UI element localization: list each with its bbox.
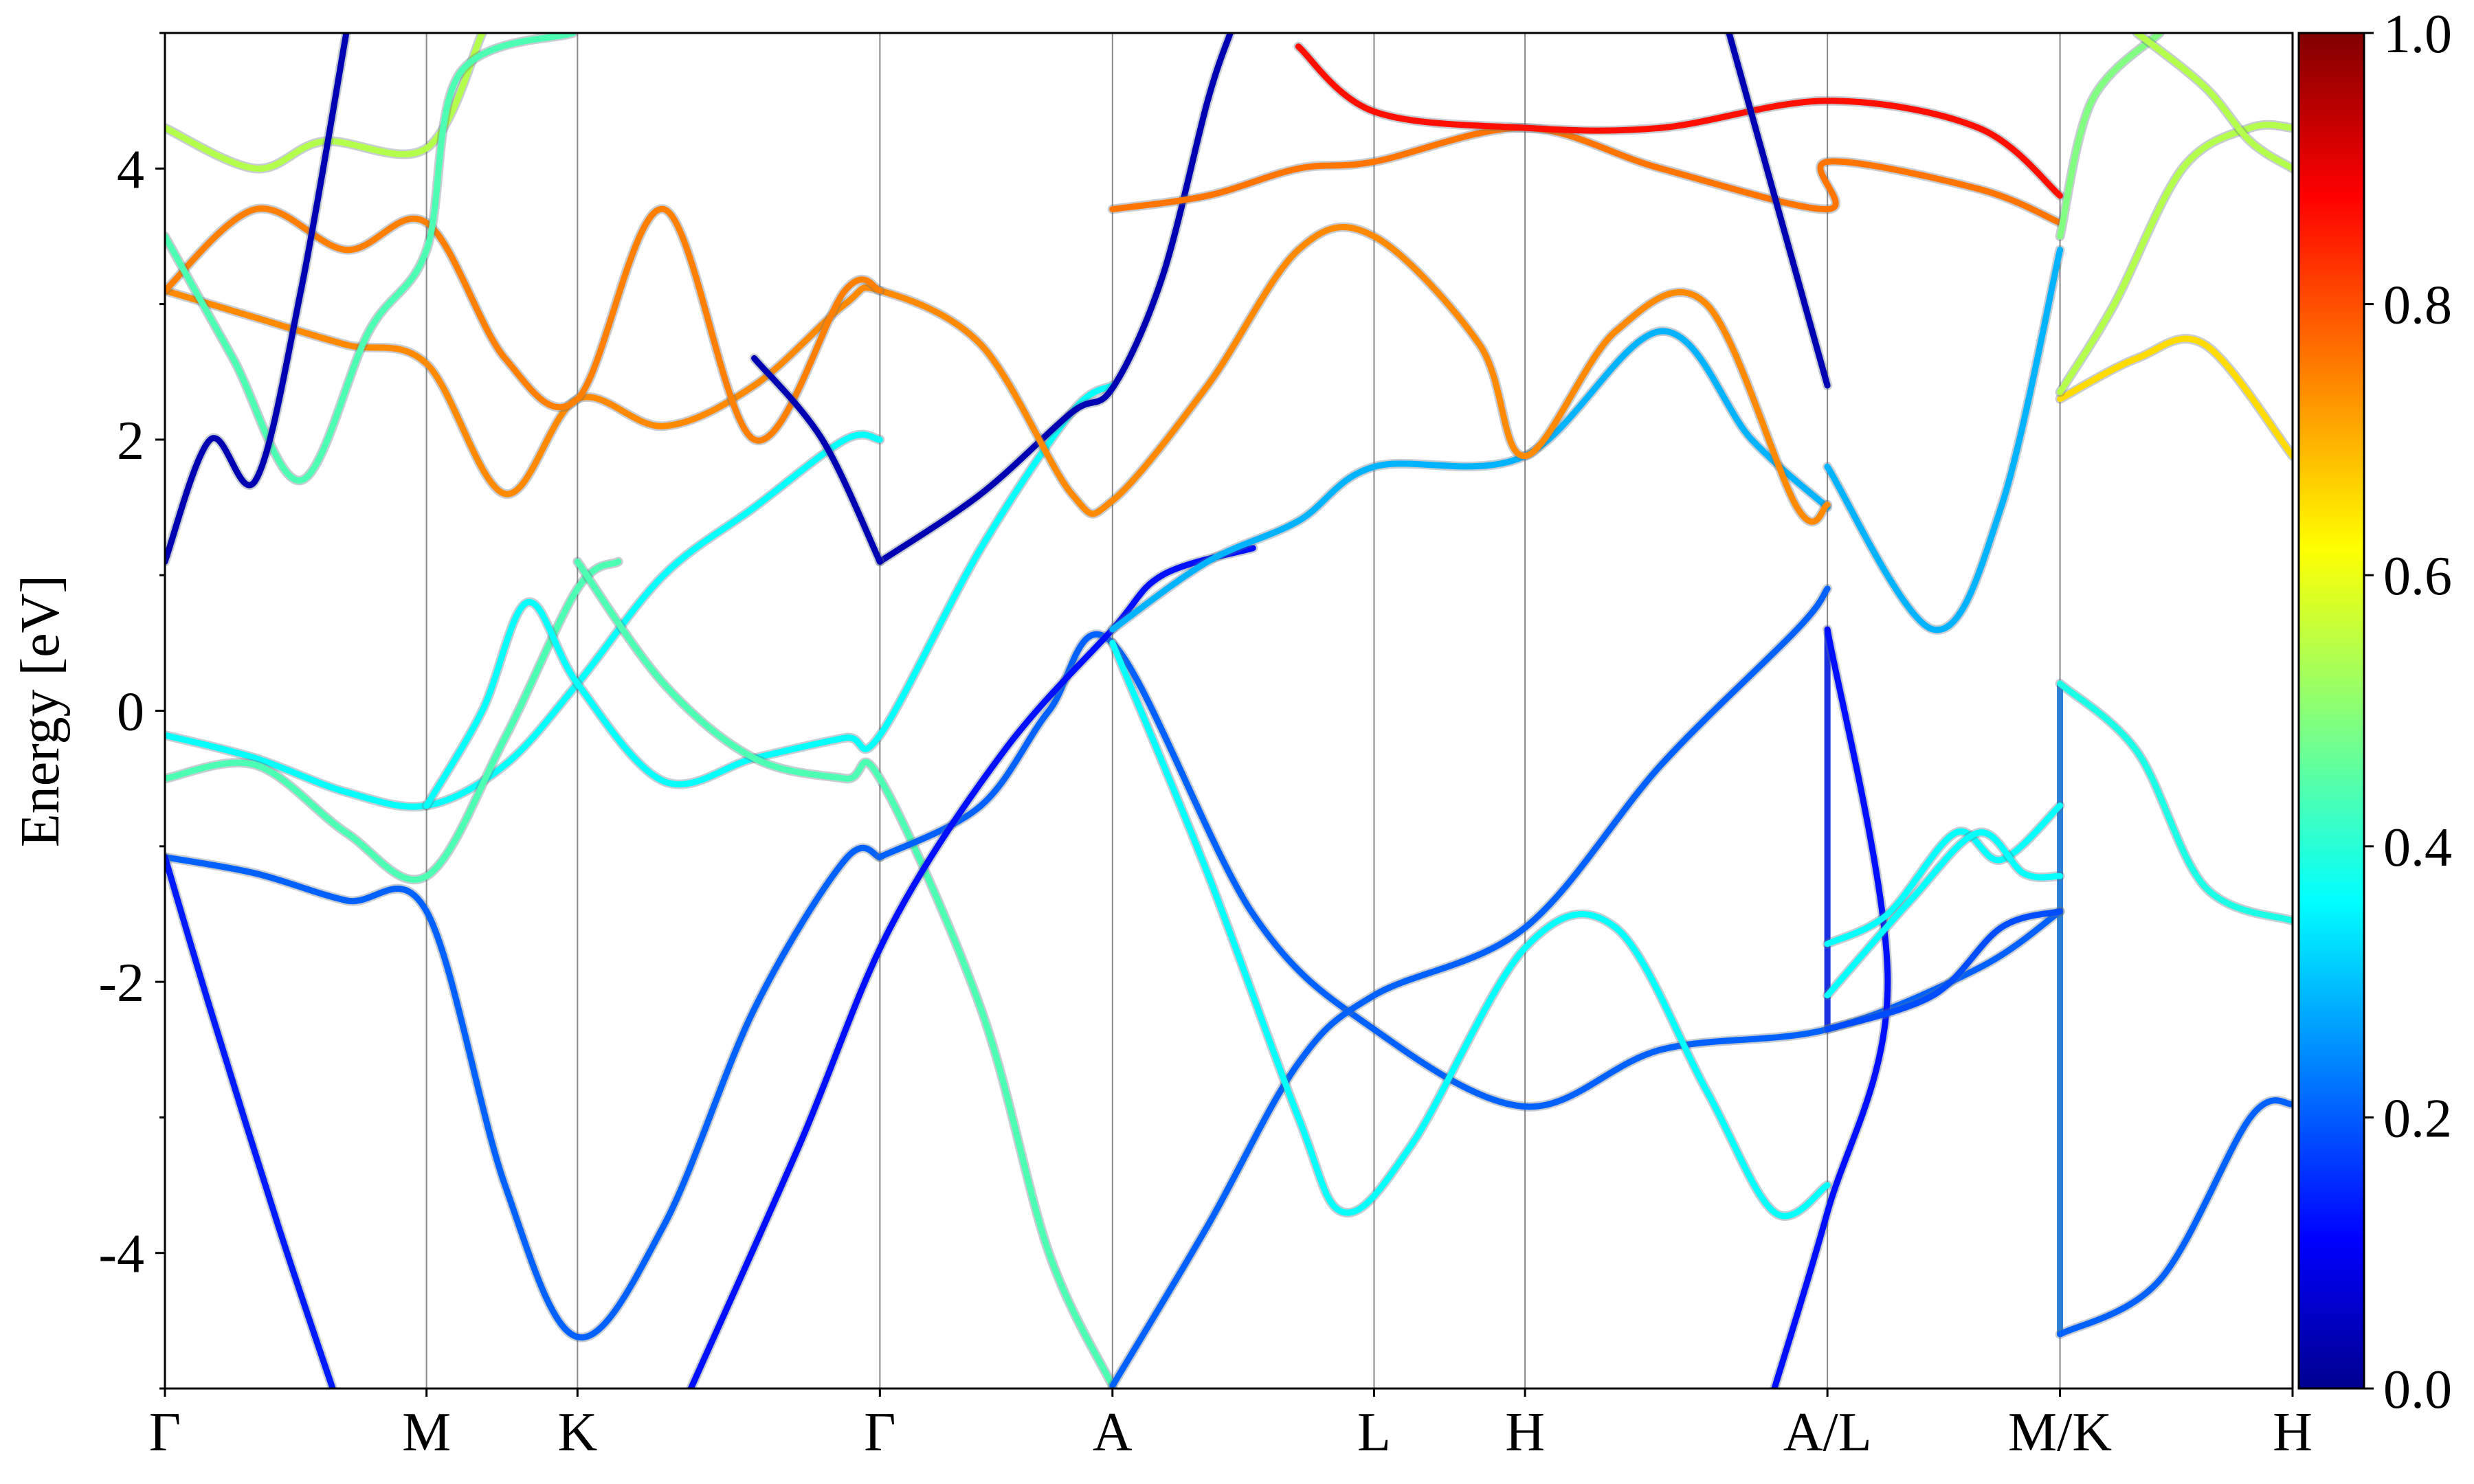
x-tick-label: M/K: [2008, 1402, 2112, 1463]
band-line: [574, 559, 1116, 1389]
band-line: [2057, 335, 2293, 460]
band-line: [1771, 626, 1891, 1389]
x-tick-label: H: [1505, 1402, 1545, 1463]
x-tick-label: Γ: [864, 1402, 895, 1463]
x-tick-label: K: [557, 1402, 597, 1463]
band-line: [165, 431, 883, 810]
band-line-outline: [2055, 1095, 2293, 1340]
high-symmetry-lines: [425, 33, 2061, 1389]
colorbar-tick-label: 0.2: [2383, 1088, 2452, 1149]
y-tick-label: -2: [98, 953, 144, 1013]
band-line: [687, 545, 1256, 1389]
y-tick-label: 4: [117, 139, 144, 200]
band-lines: [165, 33, 2293, 1389]
band-line-outline: [2055, 679, 2293, 926]
band-line-outline: [1107, 638, 1833, 1221]
band-line: [1295, 43, 2064, 199]
x-tick-label: A/L: [1783, 1402, 1872, 1463]
band-line: [165, 205, 883, 444]
band-line: [165, 33, 577, 484]
band-line: [876, 33, 1234, 565]
colorbar-gradient: [2297, 32, 2365, 1390]
band-line-outline: [165, 33, 578, 486]
band-line-outline: [875, 33, 1236, 567]
band-line: [2057, 680, 2293, 924]
band-line-outline: [1823, 245, 2065, 635]
band-line: [165, 559, 622, 883]
band-line: [2057, 1097, 2293, 1338]
band-line-outline: [1770, 625, 1893, 1389]
y-tick-label: 2: [117, 411, 144, 471]
band-line: [1824, 247, 2064, 633]
band-line: [165, 854, 336, 1389]
colorbar-tick-label: 0.6: [2383, 546, 2452, 607]
band-line: [165, 844, 883, 1341]
plot-area: [164, 32, 2294, 1390]
band-line: [165, 33, 350, 565]
band-line-outline: [2055, 120, 2293, 397]
band-line-outline: [165, 843, 885, 1342]
x-tick-label: L: [1357, 1402, 1391, 1463]
x-tick-label: H: [2273, 1402, 2313, 1463]
colorbar-ticks: 0.0 0.2 0.4 0.6 0.8 1.0: [2364, 4, 2452, 1420]
x-axis-ticks: Γ M K Γ A L H A/L M/K H: [149, 1389, 2313, 1463]
band-line: [1109, 328, 1831, 633]
y-axis-ticks: -4 -2 0 2 4: [98, 32, 165, 1390]
band-line: [1109, 640, 1831, 1219]
band-line: [1824, 829, 2064, 999]
colorbar-tick-label: 0.8: [2383, 276, 2452, 336]
band-line: [1109, 124, 2064, 226]
colorbar-tick-label: 0.4: [2383, 818, 2452, 878]
colorbar-tick-label: 0.0: [2383, 1360, 2452, 1420]
band-line: [1726, 33, 1831, 389]
band-line: [1109, 585, 1831, 1389]
band-line: [2057, 122, 2293, 396]
band-line: [1824, 802, 2064, 947]
x-tick-label: A: [1093, 1402, 1133, 1463]
x-tick-label: Γ: [149, 1402, 181, 1463]
y-tick-label: -4: [98, 1224, 144, 1285]
colorbar-tick-label: 1.0: [2383, 4, 2452, 65]
colorbar: 0.0 0.2 0.4 0.6 0.8 1.0: [2297, 4, 2452, 1420]
band-line-outline: [572, 556, 1117, 1389]
y-tick-label: 0: [117, 682, 144, 743]
band-line: [1824, 908, 2064, 1033]
band-line: [165, 224, 1831, 525]
band-line: [2057, 33, 2163, 240]
band-line-outline: [2055, 33, 2165, 241]
x-tick-label: M: [402, 1402, 451, 1463]
band-line: [751, 355, 883, 565]
band-line: [2134, 33, 2293, 172]
band-line-outline: [2055, 334, 2293, 461]
y-axis-label: Energy [eV]: [10, 575, 71, 847]
